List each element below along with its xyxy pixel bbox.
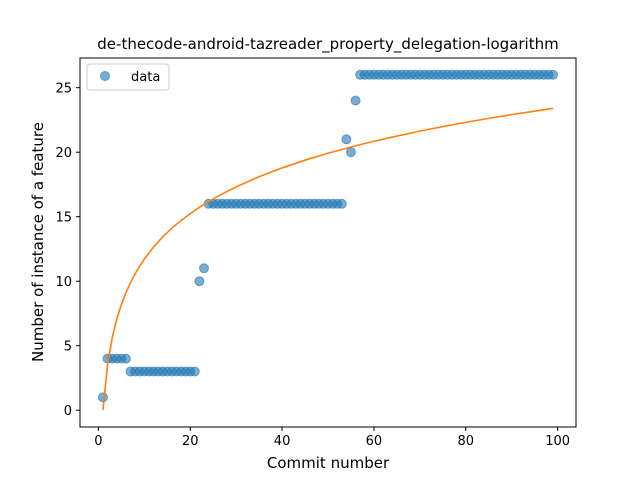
x-tick-label: 60 [366, 434, 383, 449]
x-tick-label: 0 [94, 434, 102, 449]
data-point [548, 69, 559, 80]
legend-label-data: data [131, 70, 160, 85]
legend-box [86, 63, 170, 91]
data-point [120, 353, 131, 364]
y-axis: 0 5 10 15 20 25 [55, 82, 80, 419]
y-axis-label: Number of instance of a feature [29, 122, 47, 362]
plot-area [97, 69, 559, 411]
x-tick-label: 80 [458, 434, 475, 449]
y-tick-label: 20 [55, 146, 72, 161]
data-point [189, 366, 200, 377]
data-point [350, 95, 361, 106]
y-tick-label: 15 [55, 211, 72, 226]
y-tick-label: 5 [64, 340, 72, 355]
legend-marker-data [100, 71, 110, 81]
x-tick-label: 40 [274, 434, 291, 449]
data-point [336, 198, 347, 209]
data-point [194, 276, 205, 287]
legend: data [86, 63, 170, 91]
x-axis: 0 20 40 60 80 100 [94, 427, 570, 449]
y-tick-label: 0 [64, 404, 72, 419]
chart-title: de-thecode-android-tazreader_property_de… [97, 35, 558, 54]
x-axis-label: Commit number [267, 454, 390, 472]
x-tick-label: 100 [545, 434, 570, 449]
y-tick-label: 25 [55, 82, 72, 97]
data-point [199, 263, 209, 274]
fit-line [102, 107, 554, 411]
axes-frame [79, 57, 577, 428]
data-point [345, 147, 356, 158]
data-point [341, 134, 352, 145]
x-tick-label: 20 [182, 434, 199, 449]
data-point [97, 392, 108, 403]
y-tick-label: 10 [55, 275, 72, 290]
